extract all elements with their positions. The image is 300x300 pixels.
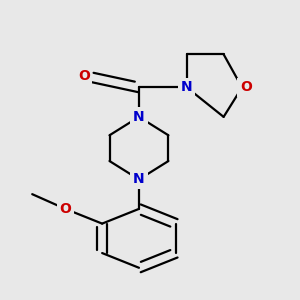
Text: O: O: [59, 202, 71, 216]
Text: N: N: [133, 172, 145, 186]
Text: O: O: [240, 80, 252, 94]
Text: O: O: [78, 69, 90, 83]
Text: N: N: [181, 80, 193, 94]
Text: N: N: [133, 110, 145, 124]
